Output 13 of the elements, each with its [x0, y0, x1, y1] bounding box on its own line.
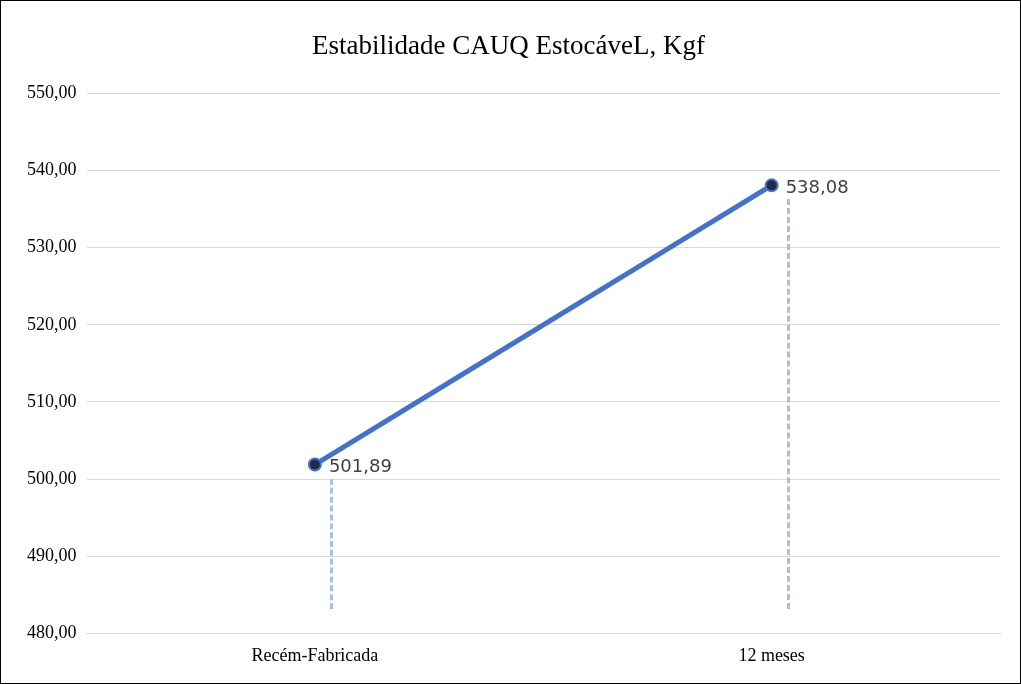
text: 501,89 — [328, 455, 392, 477]
y-tick-label: 500,00 — [27, 467, 77, 488]
text: 538,08 — [785, 176, 849, 198]
y-tick-label: 550,00 — [27, 82, 77, 103]
y-tick-label: 520,00 — [27, 313, 77, 334]
y-tick-label: 510,00 — [27, 390, 77, 411]
y-tick-label: 480,00 — [27, 622, 77, 643]
y-tick-label: 530,00 — [27, 236, 77, 257]
y-tick-label: 540,00 — [27, 159, 77, 180]
chart-title: Estabilidade CAUQ EstocáveL, Kgf — [312, 30, 705, 61]
x-tick-label: Recém-Fabricada — [251, 644, 379, 665]
y-tick-label: 490,00 — [27, 544, 77, 565]
x-tick-label: 12 meses — [738, 644, 805, 665]
